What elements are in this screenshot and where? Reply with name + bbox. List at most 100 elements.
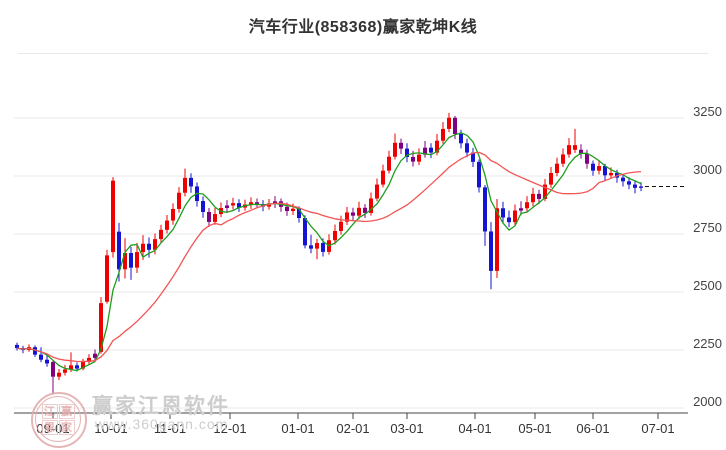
- candle-body: [159, 229, 163, 240]
- candle-body: [429, 147, 433, 153]
- header-divider: [18, 53, 708, 54]
- candle-body: [495, 208, 499, 271]
- candle-body: [621, 177, 625, 182]
- candle-body: [591, 163, 595, 171]
- y-axis-label: 2500: [693, 278, 722, 293]
- candle-body: [555, 163, 559, 173]
- candle-body: [513, 210, 517, 223]
- candle-body: [507, 217, 511, 223]
- candle-body: [321, 243, 325, 252]
- candle-body: [273, 201, 277, 204]
- y-axis-label: 2000: [693, 394, 722, 409]
- candle-body: [603, 166, 607, 176]
- candle-body: [129, 253, 133, 268]
- candle-body: [483, 187, 487, 232]
- candle-body: [387, 156, 391, 171]
- candle-body: [357, 207, 361, 216]
- candle-body: [609, 172, 613, 176]
- candle-body: [93, 353, 97, 358]
- candle-body: [441, 128, 445, 141]
- candle-body: [33, 347, 37, 355]
- candle-body: [465, 143, 469, 153]
- candle-body: [81, 362, 85, 369]
- candle-body: [537, 193, 541, 199]
- candle-body: [459, 134, 463, 144]
- candle-body: [477, 161, 481, 188]
- candle-body: [447, 117, 451, 129]
- candle-body: [639, 186, 643, 188]
- x-axis-label: 05-01: [518, 421, 551, 436]
- candle-body: [213, 214, 217, 222]
- candle-body: [69, 365, 73, 370]
- candle-body: [471, 152, 475, 162]
- candle-body: [627, 181, 631, 185]
- candle-body: [303, 217, 307, 246]
- candle-body: [141, 243, 145, 253]
- candle-body: [255, 202, 259, 205]
- ma-line-fast: [16, 132, 642, 372]
- candle-body: [633, 184, 637, 188]
- candle-body: [63, 369, 67, 373]
- x-axis-label: 07-01: [641, 421, 674, 436]
- candle-body: [147, 243, 151, 250]
- candle-body: [339, 221, 343, 231]
- candle-body: [573, 145, 577, 150]
- candle-body: [561, 154, 565, 164]
- candle-body: [501, 208, 505, 218]
- candle-body: [183, 177, 187, 193]
- candle-body: [453, 117, 457, 135]
- candle-body: [393, 142, 397, 157]
- candle-body: [375, 184, 379, 199]
- candle-body: [135, 252, 139, 268]
- candle-body: [249, 202, 253, 205]
- candle-body: [549, 172, 553, 185]
- candle-body: [15, 344, 19, 349]
- y-axis-label: 2250: [693, 336, 722, 351]
- candle-body: [423, 147, 427, 155]
- ma-line-slow: [16, 151, 642, 363]
- candle-body: [189, 177, 193, 187]
- candle-body: [225, 205, 229, 209]
- candle-body: [405, 148, 409, 157]
- candle-body: [39, 354, 43, 360]
- candle-body: [45, 359, 49, 364]
- candle-body: [489, 231, 493, 271]
- candle-body: [351, 212, 355, 216]
- x-axis-label: 04-01: [458, 421, 491, 436]
- candle-body: [519, 208, 523, 211]
- candle-body: [111, 180, 115, 253]
- candle-body: [597, 166, 601, 171]
- page-title: 汽车行业(858368)赢家乾坤K线: [248, 19, 478, 36]
- candle-body: [309, 245, 313, 249]
- candle-body: [291, 208, 295, 212]
- candle-body: [579, 149, 583, 154]
- candle-body: [231, 203, 235, 206]
- x-axis-label: 06-01: [576, 421, 609, 436]
- candle-body: [123, 253, 127, 270]
- candle-body: [525, 202, 529, 209]
- y-axis-label: 3000: [693, 162, 722, 177]
- candle-body: [417, 154, 421, 162]
- candle-body: [87, 357, 91, 363]
- x-axis-label: 10-01: [94, 421, 127, 436]
- candle-body: [585, 153, 589, 164]
- candle-body: [369, 198, 373, 213]
- candle-body: [297, 208, 301, 218]
- candle-body: [75, 365, 79, 369]
- candle-body: [99, 303, 103, 352]
- candle-body: [177, 192, 181, 209]
- candle-body: [381, 170, 385, 185]
- x-axis-label: 09-01: [36, 421, 69, 436]
- x-axis-label: 01-01: [281, 421, 314, 436]
- candle-body: [117, 231, 121, 270]
- candle-body: [57, 372, 61, 377]
- candle-body: [345, 212, 349, 222]
- candle-body: [105, 255, 109, 302]
- candle-body: [237, 203, 241, 208]
- y-axis-label: 2750: [693, 220, 722, 235]
- candle-body: [315, 243, 319, 249]
- x-axis-label: 03-01: [390, 421, 423, 436]
- candle-body: [399, 142, 403, 149]
